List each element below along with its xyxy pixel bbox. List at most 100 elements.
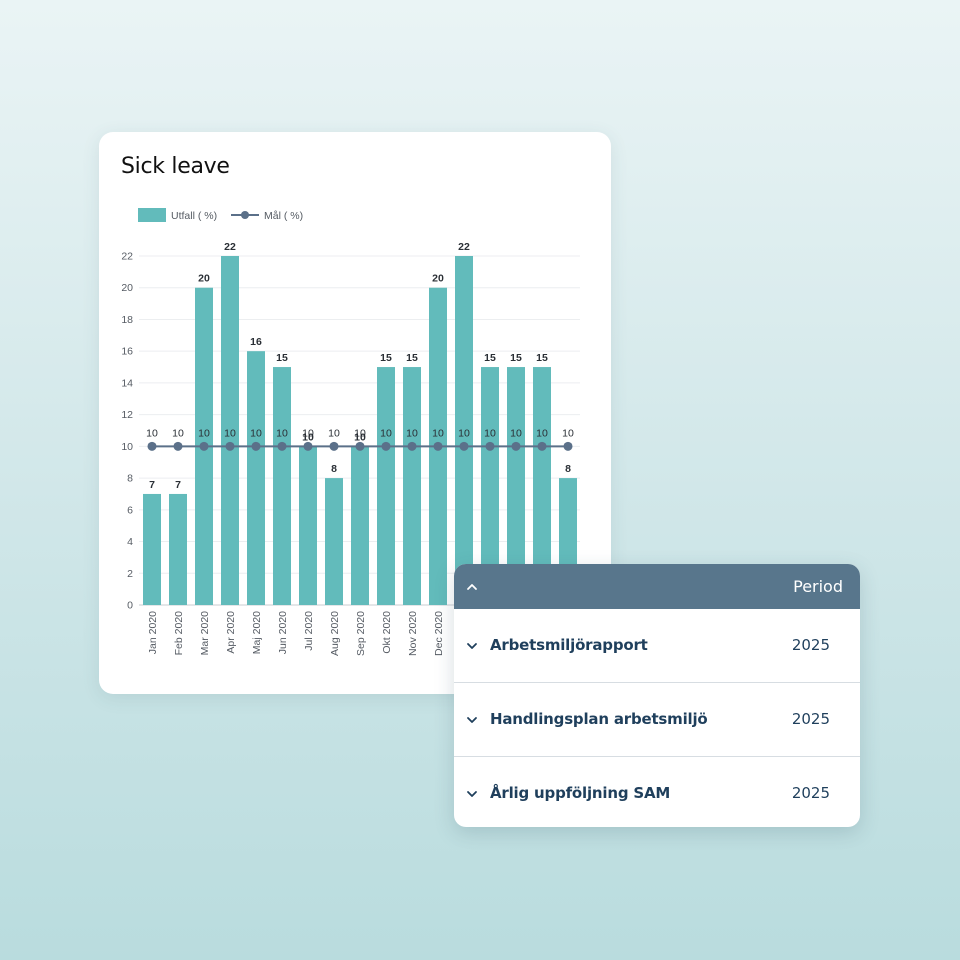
row-label: Årlig uppföljning SAM bbox=[490, 784, 671, 802]
target-point bbox=[329, 441, 339, 451]
bar bbox=[377, 367, 395, 605]
bar bbox=[143, 493, 161, 605]
bar bbox=[507, 367, 525, 605]
bar bbox=[247, 351, 265, 605]
bar bbox=[481, 367, 499, 605]
y-tick-label: 12 bbox=[121, 409, 133, 421]
period-row-arlig-uppfoljning[interactable]: Årlig uppföljning SAM 2025 bbox=[454, 757, 860, 827]
target-data-label: 10 bbox=[276, 427, 288, 439]
x-tick-label: Maj 2020 bbox=[251, 611, 263, 654]
x-tick-label: Sep 2020 bbox=[355, 611, 367, 656]
target-point bbox=[537, 441, 547, 451]
y-tick-label: 2 bbox=[127, 568, 133, 580]
x-tick-label: Dec 2020 bbox=[433, 611, 445, 656]
period-row-arbetsmiljorapport[interactable]: Arbetsmiljörapport 2025 bbox=[454, 609, 860, 683]
row-label: Handlingsplan arbetsmiljö bbox=[490, 710, 708, 728]
target-data-label: 10 bbox=[354, 427, 366, 439]
target-point bbox=[381, 441, 391, 451]
bar bbox=[273, 367, 291, 605]
bar-data-label: 8 bbox=[565, 463, 571, 475]
bar bbox=[169, 493, 187, 605]
bar bbox=[455, 256, 473, 605]
target-point bbox=[173, 441, 183, 451]
target-point bbox=[459, 441, 469, 451]
bar-data-label: 16 bbox=[250, 336, 262, 348]
bar bbox=[221, 256, 239, 605]
target-point bbox=[563, 441, 573, 451]
period-column-label: Period bbox=[793, 577, 843, 596]
bar-data-label: 20 bbox=[198, 273, 210, 285]
target-point bbox=[147, 441, 157, 451]
target-data-label: 10 bbox=[458, 427, 470, 439]
target-point bbox=[303, 441, 313, 451]
x-tick-label: Okt 2020 bbox=[381, 611, 393, 654]
row-year: 2025 bbox=[791, 710, 830, 728]
target-data-label: 10 bbox=[484, 427, 496, 439]
y-tick-label: 6 bbox=[127, 504, 133, 516]
bar-data-label: 7 bbox=[175, 479, 181, 491]
target-point bbox=[251, 441, 261, 451]
x-tick-label: Apr 2020 bbox=[225, 611, 237, 654]
target-data-label: 10 bbox=[432, 427, 444, 439]
sick-leave-chart: 0 2 4 6 8 10 12 14 16 18 20 22 7 7 20 22 16 15 10 8 10 15 15 20… bbox=[121, 208, 580, 656]
x-tick-label: Jun 2020 bbox=[277, 611, 289, 654]
bar bbox=[351, 446, 369, 605]
target-data-label: 10 bbox=[328, 427, 340, 439]
target-point bbox=[199, 441, 209, 451]
y-tick-label: 8 bbox=[127, 473, 133, 485]
target-data-label: 10 bbox=[406, 427, 418, 439]
y-tick-label: 10 bbox=[121, 441, 133, 453]
x-tick-label: Jul 2020 bbox=[303, 611, 315, 651]
target-data-label: 10 bbox=[510, 427, 522, 439]
bar-data-label: 8 bbox=[331, 463, 337, 475]
y-tick-label: 20 bbox=[121, 282, 133, 294]
bar-data-label: 20 bbox=[432, 273, 444, 285]
target-data-label: 10 bbox=[380, 427, 392, 439]
chevron-down-icon[interactable] bbox=[464, 712, 480, 728]
legend-label-utfall: Utfall ( %) bbox=[171, 210, 217, 222]
target-data-label: 10 bbox=[224, 427, 236, 439]
target-data-label: 10 bbox=[302, 427, 314, 439]
target-point bbox=[485, 441, 495, 451]
bar-data-label: 15 bbox=[536, 352, 548, 364]
chevron-down-icon[interactable] bbox=[464, 638, 480, 654]
y-tick-label: 14 bbox=[121, 377, 133, 389]
target-point bbox=[407, 441, 417, 451]
legend-marker-mal bbox=[241, 211, 249, 219]
bar-data-label: 10 bbox=[302, 431, 314, 443]
chevron-down-icon[interactable] bbox=[464, 786, 480, 802]
sick-leave-chart-card: Sick leave 0 2 4 6 8 10 12 14 16 18 20 22 7 7 20 22 16 15… bbox=[99, 132, 611, 694]
row-year: 2025 bbox=[791, 784, 830, 802]
y-tick-label: 0 bbox=[127, 600, 133, 612]
target-data-label: 10 bbox=[172, 427, 184, 439]
y-tick-label: 16 bbox=[121, 346, 133, 358]
target-data-label: 10 bbox=[146, 427, 158, 439]
bar bbox=[533, 367, 551, 605]
target-point bbox=[511, 441, 521, 451]
target-point bbox=[225, 441, 235, 451]
bar bbox=[325, 478, 343, 605]
period-row-handlingsplan[interactable]: Handlingsplan arbetsmiljö 2025 bbox=[454, 683, 860, 757]
target-data-label: 10 bbox=[536, 427, 548, 439]
chart-title: Sick leave bbox=[121, 154, 230, 179]
bar bbox=[299, 446, 317, 605]
bar-data-label: 22 bbox=[224, 241, 236, 253]
target-data-label: 10 bbox=[250, 427, 262, 439]
row-label: Arbetsmiljörapport bbox=[490, 636, 648, 654]
bar-data-label: 15 bbox=[406, 352, 418, 364]
x-tick-label: Mar 2020 bbox=[199, 611, 211, 656]
period-panel: Period Arbetsmiljörapport 2025 Handlings… bbox=[454, 564, 860, 827]
bar-data-label: 15 bbox=[484, 352, 496, 364]
bar-data-label: 10 bbox=[354, 431, 366, 443]
period-panel-header[interactable]: Period bbox=[454, 564, 860, 609]
bar-data-label: 22 bbox=[458, 241, 470, 253]
bar bbox=[403, 367, 421, 605]
target-point bbox=[355, 441, 365, 451]
x-tick-label: Nov 2020 bbox=[407, 611, 419, 656]
bar-data-label: 7 bbox=[149, 479, 155, 491]
target-point bbox=[277, 441, 287, 451]
x-tick-label: Aug 2020 bbox=[329, 611, 341, 656]
legend-swatch-utfall bbox=[138, 208, 166, 222]
chevron-up-icon[interactable] bbox=[464, 579, 480, 595]
bar-data-label: 15 bbox=[380, 352, 392, 364]
